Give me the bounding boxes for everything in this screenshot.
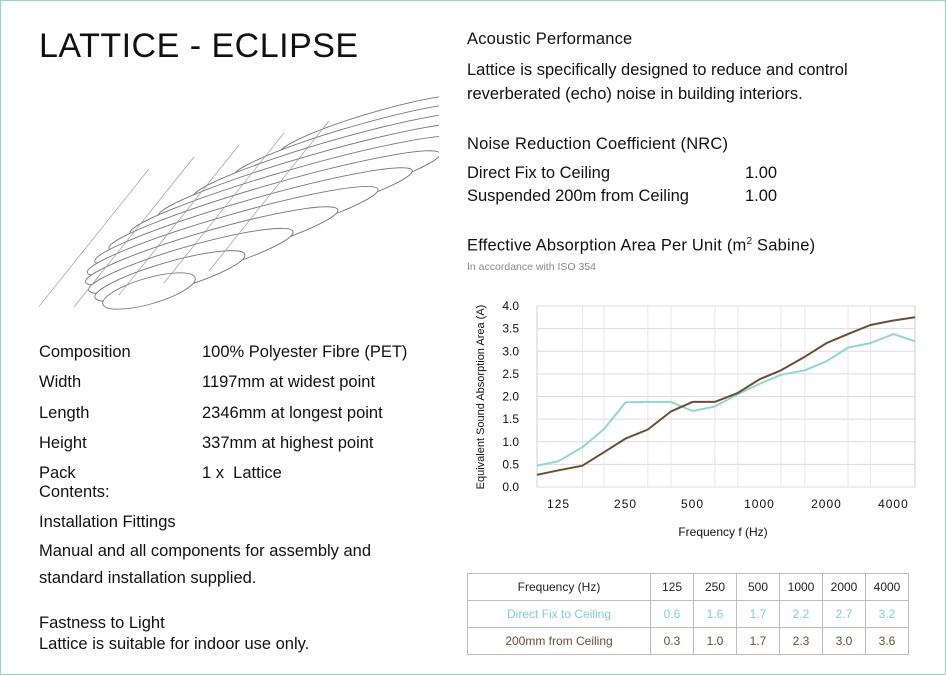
- lattice-connector: [39, 168, 150, 308]
- spec-label: Length: [39, 403, 90, 422]
- nrc-label: Direct Fix to Ceiling: [467, 164, 611, 182]
- installation-text: Manual and all components for assembly a…: [39, 538, 371, 592]
- table-cell: 1.0: [693, 627, 737, 655]
- absorption-heading-sup: 2: [746, 236, 753, 247]
- table-header-row: Frequency (Hz) 125 250 500 1000 2000 400…: [467, 573, 909, 601]
- chart-ytick-label: 3.0: [502, 344, 519, 358]
- absorption-heading: Effective Absorption Area Per Unit (m2 S…: [467, 236, 815, 256]
- table-row-label: 200mm from Ceiling: [467, 627, 651, 655]
- chart-ylabel: Equivalent Sound Absorption Area (A): [475, 305, 487, 490]
- table-row-label: Direct Fix to Ceiling: [467, 600, 651, 628]
- chart-ytick-label: 2.5: [502, 367, 519, 381]
- table-cell: 2.3: [779, 627, 823, 655]
- table-cell: 3.2: [865, 600, 909, 628]
- table-header-label: Frequency (Hz): [467, 573, 651, 601]
- spec-value: 2346mm at longest point: [202, 403, 383, 422]
- lattice-illustration: [39, 93, 439, 310]
- nrc-value: 1.00: [745, 187, 778, 205]
- absorption-chart: 0.0 0.5 1.0 1.5 2.0 2.5 3.0 3.5 4.0 125 250 500 1000…: [475, 299, 916, 539]
- spec-value: 337mm at highest point: [202, 433, 374, 452]
- chart-xtick-label: 500: [681, 497, 704, 511]
- spec-value: 1 x Lattice: [202, 464, 282, 483]
- spec-label: Composition: [39, 343, 131, 361]
- table-row: Direct Fix to Ceiling 0.6 1.6 1.7 2.2 2.…: [467, 600, 909, 628]
- chart-ytick-label: 1.5: [502, 412, 519, 426]
- absorption-table: Frequency (Hz) 125 250 500 1000 2000 400…: [467, 573, 909, 655]
- table-cell: 3.6: [865, 627, 909, 655]
- chart-xtick-label: 250: [614, 497, 637, 511]
- chart-xtick-label: 1000: [744, 497, 775, 511]
- nrc-row-suspended: Suspended 200m from Ceiling 1.00: [467, 187, 807, 209]
- table-cell: 0.6: [650, 600, 694, 628]
- chart-ytick-label: 0.0: [502, 480, 519, 494]
- fastness-text: Lattice is suitable for indoor use only.: [39, 635, 310, 653]
- lattice-connector: [118, 144, 240, 296]
- table-header-cell: 250: [693, 573, 737, 601]
- table-cell: 3.0: [822, 627, 866, 655]
- installation-line-1: Manual and all components for assembly a…: [39, 542, 372, 560]
- chart-xlabel: Frequency f (Hz): [678, 525, 767, 539]
- chart-series-direct-fix: [536, 333, 916, 467]
- acoustic-line-2: reverberated (echo) noise in building in…: [467, 85, 803, 103]
- iso-note: In accordance with ISO 354: [467, 261, 596, 273]
- table-cell: 2.7: [822, 600, 866, 628]
- nrc-label: Suspended 200m from Ceiling: [467, 187, 689, 205]
- acoustic-heading: Acoustic Performance: [467, 30, 633, 48]
- table-cell: 2.2: [779, 600, 823, 628]
- table-cell: 1.6: [693, 600, 737, 628]
- absorption-heading-end: Sabine): [752, 236, 816, 255]
- nrc-row-direct: Direct Fix to Ceiling 1.00: [467, 164, 807, 186]
- chart-ytick-label: 3.5: [502, 322, 519, 336]
- chart-series-suspended: [536, 316, 916, 476]
- product-title: LATTICE - ECLIPSE: [39, 27, 359, 65]
- spec-label: Pack Contents:: [39, 464, 110, 502]
- spec-value: 100% Polyester Fibre (PET): [202, 343, 408, 361]
- chart-xtick-label: 4000: [878, 497, 909, 511]
- acoustic-line-1: Lattice is specifically designed to redu…: [467, 61, 848, 79]
- chart-xtick-label: 125: [547, 497, 570, 511]
- acoustic-text: Lattice is specifically designed to redu…: [467, 58, 848, 106]
- fastness-heading: Fastness to Light: [39, 614, 165, 632]
- table-cell: 1.7: [736, 627, 780, 655]
- table-cell: 0.3: [650, 627, 694, 655]
- chart-xtick-label: 2000: [811, 497, 842, 511]
- chart-ytick-label: 1.0: [502, 435, 519, 449]
- chart-ytick-label: 4.0: [502, 299, 519, 313]
- lattice-connector: [73, 156, 195, 308]
- table-header-cell: 4000: [865, 573, 909, 601]
- spec-label: Width: [39, 373, 82, 392]
- lattice-connector: [163, 132, 285, 284]
- nrc-heading: Noise Reduction Coefficient (NRC): [467, 135, 729, 153]
- lattice-slat: [102, 272, 196, 310]
- table-header-cell: 125: [650, 573, 694, 601]
- lattice-connector: [208, 120, 330, 272]
- spec-label: Height: [39, 433, 87, 452]
- chart-ytick-label: 0.5: [502, 457, 519, 471]
- table-row: 200mm from Ceiling 0.3 1.0 1.7 2.3 3.0 3…: [467, 627, 909, 655]
- spec-value: 1197mm at widest point: [202, 373, 376, 392]
- chart-ytick-label: 2.0: [502, 390, 519, 404]
- installation-heading: Installation Fittings: [39, 513, 176, 531]
- table-header-cell: 500: [736, 573, 780, 601]
- table-header-cell: 1000: [779, 573, 823, 601]
- installation-line-2: standard installation supplied.: [39, 569, 257, 587]
- table-header-cell: 2000: [822, 573, 866, 601]
- nrc-value: 1.00: [745, 164, 778, 182]
- table-cell: 1.7: [736, 600, 780, 628]
- absorption-heading-main: Effective Absorption Area Per Unit (m: [467, 236, 747, 255]
